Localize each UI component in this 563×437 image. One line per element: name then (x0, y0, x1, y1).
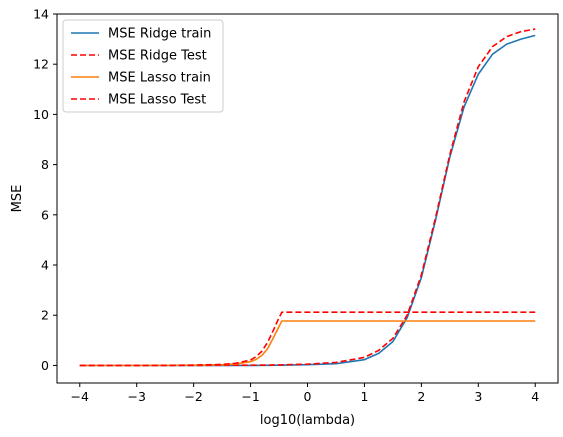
y-tick-label: 2 (41, 308, 49, 323)
y-tick-label: 14 (33, 7, 49, 22)
y-tick-label: 10 (33, 107, 49, 122)
series-line-mse-lasso-train (79, 320, 536, 367)
legend-label: MSE Lasso train (108, 71, 211, 86)
legend-box (62, 19, 224, 113)
y-axis-label: MSE (10, 185, 25, 213)
x-tick-label: 3 (474, 389, 482, 404)
y-tick-label: 8 (41, 157, 49, 172)
x-axis-label: log10(lambda) (260, 413, 355, 428)
legend-label: MSE Ridge train (108, 27, 211, 42)
x-tick-label: −4 (71, 389, 89, 404)
legend-label: MSE Lasso Test (108, 93, 206, 108)
x-tick-label: 0 (304, 389, 312, 404)
x-tick-label: 1 (360, 389, 368, 404)
y-tick-label: 4 (41, 258, 49, 273)
x-tick-label: 2 (417, 389, 425, 404)
x-tick-label: −2 (184, 389, 202, 404)
y-tick-label: 0 (41, 358, 49, 373)
x-tick-label: −1 (241, 389, 259, 404)
legend-label: MSE Ridge Test (108, 49, 207, 64)
series-line-mse-ridge-test (79, 28, 536, 367)
x-tick-label: 4 (531, 389, 539, 404)
y-tick-label: 6 (41, 207, 49, 222)
y-tick-label: 12 (33, 57, 49, 72)
legend: MSE Ridge train MSE Ridge Test MSE Lasso t… (62, 19, 224, 113)
x-tick-label: −3 (127, 389, 145, 404)
series-line-mse-lasso-test (79, 311, 536, 367)
